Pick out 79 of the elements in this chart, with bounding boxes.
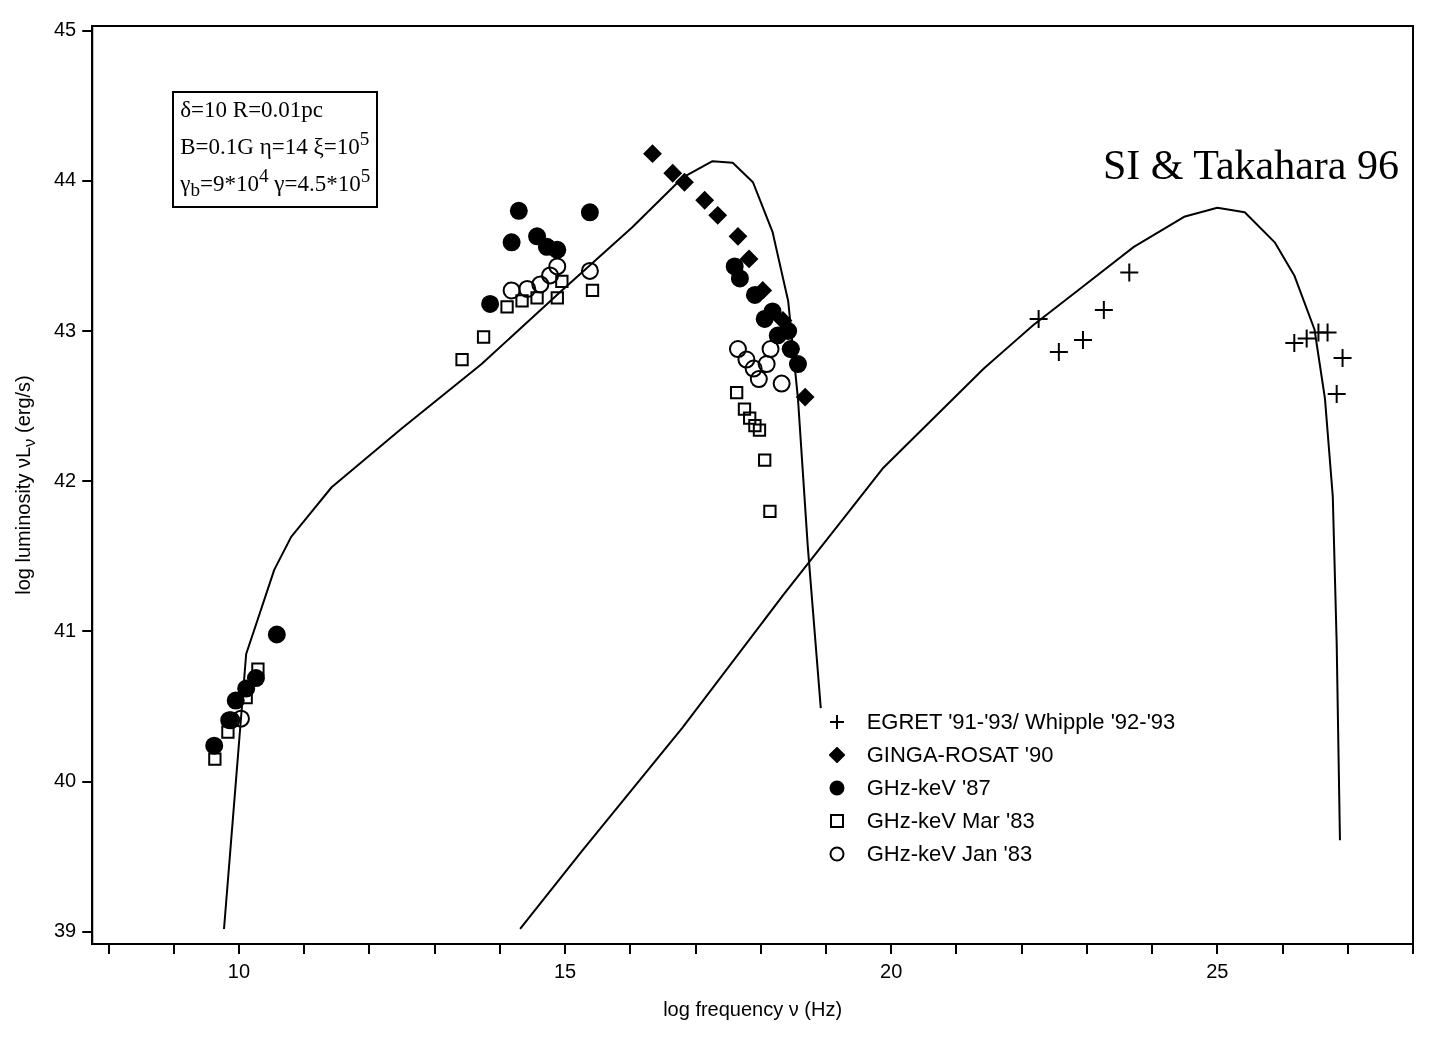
point bbox=[1296, 328, 1317, 349]
y-tick-label: 43 bbox=[54, 318, 77, 341]
point bbox=[208, 752, 222, 766]
point bbox=[548, 257, 567, 276]
point bbox=[580, 203, 599, 222]
point bbox=[267, 625, 286, 644]
point bbox=[1326, 384, 1347, 405]
annotation: δ=10 R=0.01pc bbox=[180, 96, 325, 124]
point bbox=[1028, 308, 1049, 329]
point bbox=[531, 275, 550, 294]
y-tick-label: 39 bbox=[54, 919, 77, 942]
point bbox=[509, 201, 528, 220]
point bbox=[643, 144, 662, 163]
point bbox=[744, 359, 763, 378]
point bbox=[548, 240, 567, 259]
legend-label: GHz-keV Jan '83 bbox=[866, 840, 1033, 869]
point bbox=[555, 274, 569, 289]
point bbox=[737, 402, 752, 416]
annotation: SI & Takahara 96 bbox=[1102, 141, 1399, 189]
point bbox=[1332, 348, 1353, 369]
point bbox=[1317, 322, 1338, 343]
point bbox=[763, 504, 777, 518]
point bbox=[455, 352, 469, 367]
point bbox=[502, 233, 521, 252]
x-axis-title: log frequency ν (Hz) bbox=[663, 997, 843, 1020]
legend-label: EGRET '91-'93/ Whipple '92-'93 bbox=[866, 708, 1176, 737]
point bbox=[772, 374, 791, 393]
point bbox=[752, 423, 767, 437]
point bbox=[481, 294, 500, 313]
point bbox=[246, 669, 265, 688]
legend-label: GHz-keV Mar '83 bbox=[866, 807, 1035, 836]
x-tick-label: 20 bbox=[880, 959, 903, 982]
point bbox=[585, 283, 600, 298]
point bbox=[748, 419, 762, 433]
x-tick-label: 25 bbox=[1206, 959, 1229, 982]
legend-label: GINGA-ROSAT '90 bbox=[866, 741, 1054, 770]
point bbox=[500, 300, 514, 314]
point bbox=[728, 340, 747, 359]
point bbox=[205, 736, 224, 755]
point bbox=[758, 453, 772, 467]
point bbox=[757, 355, 776, 374]
point bbox=[740, 249, 759, 268]
point bbox=[251, 662, 265, 676]
point bbox=[695, 191, 714, 210]
point bbox=[1093, 299, 1114, 320]
x-tick-label: 10 bbox=[227, 959, 251, 982]
legend-label: GHz-keV '87 bbox=[866, 774, 991, 803]
point bbox=[530, 291, 544, 305]
point bbox=[749, 370, 768, 389]
point bbox=[541, 266, 560, 285]
point bbox=[502, 281, 521, 300]
point bbox=[518, 279, 537, 298]
annotation: B=0.1G η=14 ξ=10$^{5}$ bbox=[180, 127, 371, 161]
point bbox=[1048, 342, 1069, 363]
point bbox=[1072, 330, 1093, 351]
point bbox=[663, 164, 682, 183]
point bbox=[580, 261, 599, 280]
y-tick-label: 40 bbox=[54, 769, 77, 792]
annotation: γ$_{b}$=9*10$^{4}$ γ=4.5*10$^{5}$ bbox=[180, 163, 371, 202]
point bbox=[1119, 262, 1140, 283]
point bbox=[761, 340, 780, 359]
point bbox=[763, 302, 782, 321]
point bbox=[476, 330, 491, 344]
point bbox=[708, 206, 727, 225]
point bbox=[743, 411, 757, 425]
point bbox=[728, 227, 747, 246]
point bbox=[515, 294, 529, 308]
point bbox=[737, 350, 756, 369]
point bbox=[730, 269, 749, 288]
point bbox=[1284, 333, 1305, 354]
y-tick-label: 44 bbox=[54, 168, 77, 191]
x-tick-label: 15 bbox=[553, 959, 577, 982]
point bbox=[221, 725, 235, 739]
point bbox=[550, 291, 564, 305]
point bbox=[729, 385, 744, 400]
y-tick-label: 42 bbox=[54, 468, 77, 491]
y-tick-label: 41 bbox=[54, 619, 77, 642]
point bbox=[796, 388, 815, 407]
y-tick-label: 45 bbox=[54, 18, 77, 41]
